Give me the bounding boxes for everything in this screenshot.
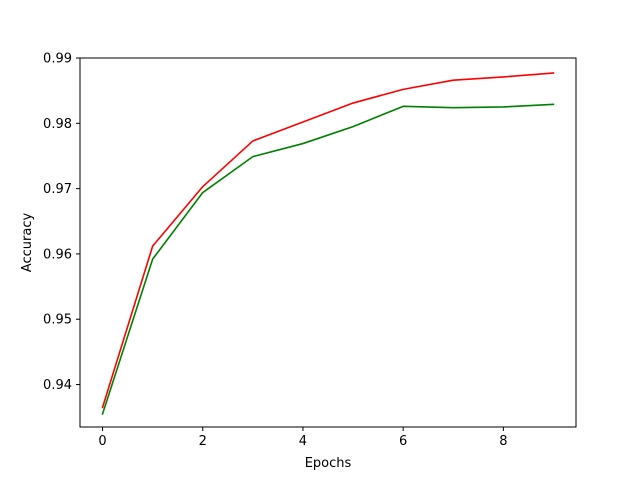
plot-frame — [79, 57, 577, 428]
x-tick-label: 8 — [499, 434, 507, 449]
series-line-2 — [101, 103, 555, 415]
y-tick-label: 0.94 — [43, 378, 72, 393]
y-tick-label: 0.98 — [43, 117, 72, 132]
x-axis-label: Epochs — [305, 456, 352, 471]
ticks-layer: 0 2 4 6 8 0.94 0.95 0.96 0.97 0.98 0.99 — [43, 52, 507, 450]
x-tick-label: 2 — [199, 434, 207, 449]
series-line-1 — [101, 72, 555, 409]
y-axis-label: Accuracy — [20, 213, 35, 273]
y-tick-label: 0.97 — [43, 182, 72, 197]
y-tick-label: 0.95 — [43, 313, 72, 328]
y-tick-label: 0.99 — [43, 52, 72, 67]
x-tick-label: 4 — [299, 434, 307, 449]
x-tick-label: 6 — [399, 434, 407, 449]
x-tick-label: 0 — [98, 434, 106, 449]
y-tick-label: 0.96 — [43, 247, 72, 262]
series-layer — [101, 72, 555, 415]
